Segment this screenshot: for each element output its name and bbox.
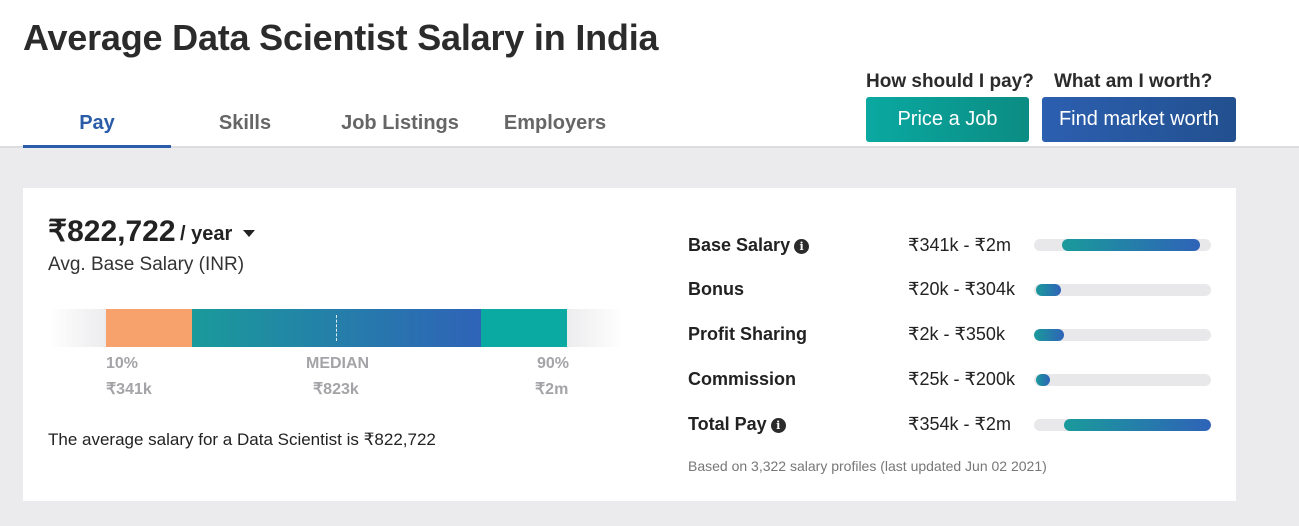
commission-bar-fill (1035, 374, 1050, 386)
profit-sharing-bar-fill (1034, 329, 1065, 341)
percentile-median-value: ₹823k (313, 381, 359, 398)
total-pay-label: Total Pay i (688, 414, 786, 435)
profit-sharing-label: Profit Sharing (688, 324, 808, 344)
commission-bar (1034, 374, 1211, 386)
base-salary-label: Base Salary i (688, 235, 810, 256)
tab-pay[interactable]: Pay (23, 110, 171, 148)
salary-card: ₹822,722 / year Avg. Base Salary (INR) 1… (23, 188, 1236, 501)
percentile-90-label: 90% (537, 355, 570, 372)
tab-job-listings[interactable]: Job Listings (341, 112, 459, 134)
bonus-label: Bonus (688, 279, 744, 299)
total-pay-range: ₹354k - ₹2m (908, 414, 1011, 434)
info-icon[interactable]: i (770, 418, 786, 433)
tab-skills[interactable]: Skills (218, 112, 272, 134)
salary-period[interactable]: / year (180, 223, 233, 245)
profit-sharing-bar (1034, 329, 1211, 341)
percentile-90-value: ₹2m (535, 381, 569, 398)
data-footnote: Based on 3,322 salary profiles (last upd… (688, 458, 1047, 474)
page-header: Average Data Scientist Salary in India P… (0, 0, 1299, 148)
commission-label: Commission (688, 369, 797, 389)
bonus-bar-fill (1035, 284, 1061, 296)
total-pay-bar-fill (1064, 419, 1211, 431)
total-pay-bar (1034, 419, 1211, 431)
range-segment-10th (106, 309, 192, 347)
percentile-median-label: MEDIAN (306, 355, 370, 372)
base-salary-range: ₹341k - ₹2m (908, 235, 1011, 255)
base-salary-bar (1034, 239, 1211, 251)
page-title: Average Data Scientist Salary in India (23, 17, 659, 58)
bonus-bar (1034, 284, 1211, 296)
tab-employers[interactable]: Employers (503, 112, 607, 134)
salary-range-bar (48, 309, 624, 347)
average-salary-value: ₹822,722 (48, 215, 176, 248)
price-a-job-button[interactable]: Price a Job (866, 97, 1029, 142)
find-market-worth-button[interactable]: Find market worth (1042, 97, 1236, 142)
percentile-10-value: ₹341k (106, 381, 152, 398)
commission-range: ₹25k - ₹200k (908, 369, 1015, 389)
average-salary-label: Avg. Base Salary (INR) (48, 254, 245, 275)
info-icon[interactable]: i (794, 239, 810, 254)
period-dropdown-caret-icon[interactable] (243, 230, 255, 237)
price-job-question: How should I pay? (866, 71, 1034, 92)
market-worth-question: What am I worth? (1054, 71, 1213, 92)
profit-sharing-range: ₹2k - ₹350k (908, 324, 1005, 344)
range-segment-90th (481, 309, 567, 347)
percentile-10-label: 10% (106, 355, 139, 372)
bonus-range: ₹20k - ₹304k (908, 279, 1015, 299)
median-marker (336, 315, 337, 341)
base-salary-bar-fill (1062, 239, 1201, 251)
salary-summary: The average salary for a Data Scientist … (48, 430, 436, 449)
